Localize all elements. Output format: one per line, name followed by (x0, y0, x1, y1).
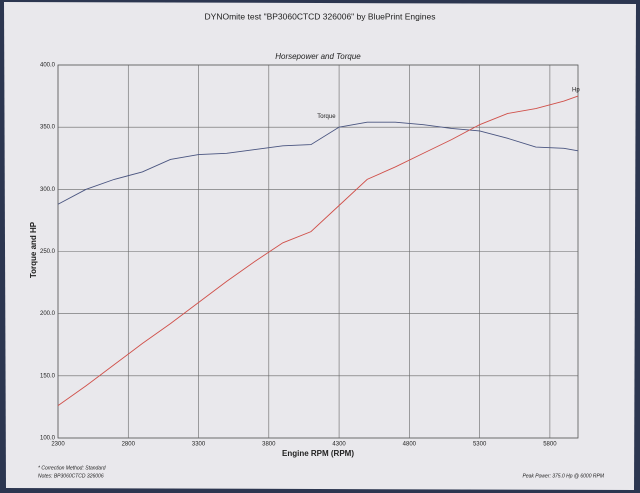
y-tick-label: 100.0 (40, 436, 56, 442)
x-axis-label: Engine RPM (RPM) (282, 449, 354, 458)
series-label: Torque (317, 114, 336, 120)
x-tick-label: 4300 (332, 442, 346, 448)
series-line (57, 95, 579, 407)
series-label: Hp (572, 88, 580, 94)
x-tick-label: 4800 (403, 442, 417, 448)
y-tick-label: 150.0 (40, 373, 56, 379)
x-tick-label: 2800 (122, 442, 136, 448)
y-tick-label: 200.0 (40, 311, 56, 317)
x-tick-label: 5800 (543, 442, 557, 448)
series-line (57, 121, 579, 205)
x-tick-label: 3800 (262, 442, 276, 448)
paper (4, 2, 636, 490)
note: Notes: BP3060CTCD 326006 (38, 473, 104, 479)
peak-note: Peak Power: 375.0 Hp @ 6000 RPM (522, 473, 604, 479)
y-axis-label: Torque and HP (29, 221, 38, 278)
y-tick-label: 250.0 (40, 249, 56, 255)
x-tick-label: 5300 (473, 442, 487, 448)
x-tick-label: 3300 (192, 442, 206, 448)
note: * Correction Method: Standard (38, 465, 106, 471)
chart-subtitle: Horsepower and Torque (275, 52, 361, 61)
y-tick-label: 350.0 (40, 125, 56, 131)
y-tick-label: 400.0 (40, 63, 56, 69)
x-tick-label: 2300 (51, 442, 65, 448)
chart-title: DYNOmite test "BP3060CTCD 326006" by Blu… (205, 11, 436, 21)
y-tick-label: 300.0 (40, 187, 56, 193)
